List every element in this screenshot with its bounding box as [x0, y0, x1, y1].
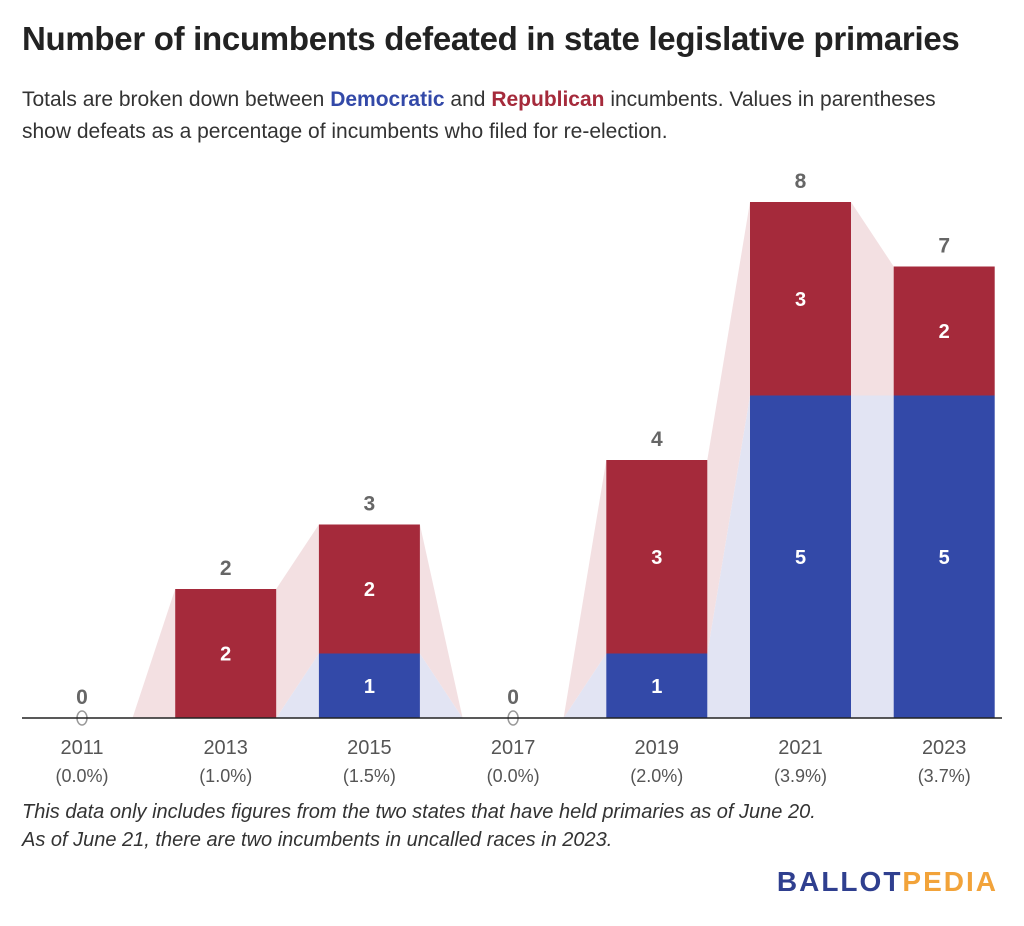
subtitle-text: Totals are broken down between	[22, 88, 331, 111]
bar-republican[interactable]	[893, 266, 995, 396]
legend-democratic: Democratic	[330, 88, 445, 111]
bar-republican[interactable]	[318, 524, 420, 654]
ballotpedia-logo[interactable]: BALLOTPEDIA	[777, 866, 998, 898]
bar-democratic[interactable]	[606, 653, 708, 719]
total-label: 7	[938, 235, 950, 258]
footnote-line: As of June 21, there are two incumbents …	[22, 829, 613, 851]
legend-republican: Republican	[491, 88, 605, 111]
x-tick-sublabel: (3.9%)	[774, 766, 827, 786]
democratic-connector-band	[563, 653, 607, 718]
bar-value-label: 2	[939, 321, 950, 343]
total-label: 3	[364, 493, 376, 516]
x-tick-label: 2021	[778, 737, 823, 759]
chart-subtitle: Totals are broken down between Democrati…	[22, 84, 982, 148]
bar-republican[interactable]	[606, 460, 708, 654]
bar-value-label: 5	[939, 547, 950, 569]
connector-bands	[132, 202, 894, 718]
democratic-connector-band	[276, 653, 319, 718]
x-tick-label: 2015	[347, 737, 392, 759]
bar-value-label: 2	[220, 644, 231, 666]
logo-text: PEDIA	[902, 866, 998, 897]
x-tick-label: 2017	[491, 737, 536, 759]
x-tick-label: 2019	[635, 737, 680, 759]
republican-connector-band	[851, 202, 894, 396]
x-tick-sublabel: (1.5%)	[343, 766, 396, 786]
republican-connector-band	[132, 589, 176, 718]
total-label: 2	[220, 557, 232, 580]
republican-connector-band	[707, 202, 750, 654]
subtitle-text: incumbents. Values in parentheses show d…	[22, 88, 936, 143]
democratic-connector-band	[707, 395, 750, 718]
bar-republican[interactable]	[750, 202, 851, 396]
bar-democratic[interactable]	[318, 653, 420, 719]
subtitle-text: and	[444, 88, 492, 111]
label-group: 0 2011 (0.0%) 2 2 2013 (1.0%) 1 2 3 2015 (1.5%) 0 201…	[22, 170, 1002, 786]
republican-connector-band	[419, 524, 463, 718]
x-tick-label: 2011	[60, 737, 103, 759]
total-label: 0	[76, 686, 88, 709]
stacked-bar-chart: 0 2011 (0.0%) 2 2 2013 (1.0%) 1 2 3 2015 (1.5%) 0 201…	[22, 170, 1002, 786]
x-tick-label: 2023	[922, 737, 967, 759]
bar-democratic[interactable]	[893, 395, 995, 719]
bar-democratic[interactable]	[750, 395, 851, 719]
footnote: This data only includes figures from the…	[22, 798, 1002, 854]
x-tick-sublabel: (0.0%)	[487, 766, 540, 786]
republican-connector-band	[276, 524, 319, 718]
x-tick-label: 2013	[203, 737, 248, 759]
logo-text: BALLOT	[776, 866, 903, 897]
bar-value-label: 2	[364, 579, 375, 601]
total-label: 0	[507, 686, 519, 709]
total-label: 8	[795, 170, 807, 193]
footnote-line: This data only includes figures from the…	[22, 801, 816, 823]
x-tick-sublabel: (0.0%)	[55, 766, 108, 786]
bar-group	[76, 202, 995, 726]
democratic-connector-band	[851, 395, 894, 718]
bar-value-label: 1	[364, 676, 375, 698]
total-label: 4	[651, 428, 663, 451]
x-tick-sublabel: (1.0%)	[199, 766, 252, 786]
x-tick-sublabel: (3.7%)	[918, 766, 971, 786]
bar-value-label: 1	[651, 676, 662, 698]
bar-value-label: 5	[795, 547, 806, 569]
bar-republican[interactable]	[175, 589, 277, 718]
republican-connector-band	[563, 460, 607, 718]
bar-value-label: 3	[795, 289, 806, 311]
bar-value-label: 3	[651, 547, 662, 569]
chart-title: Number of incumbents defeated in state l…	[22, 20, 960, 57]
x-tick-sublabel: (2.0%)	[630, 766, 683, 786]
